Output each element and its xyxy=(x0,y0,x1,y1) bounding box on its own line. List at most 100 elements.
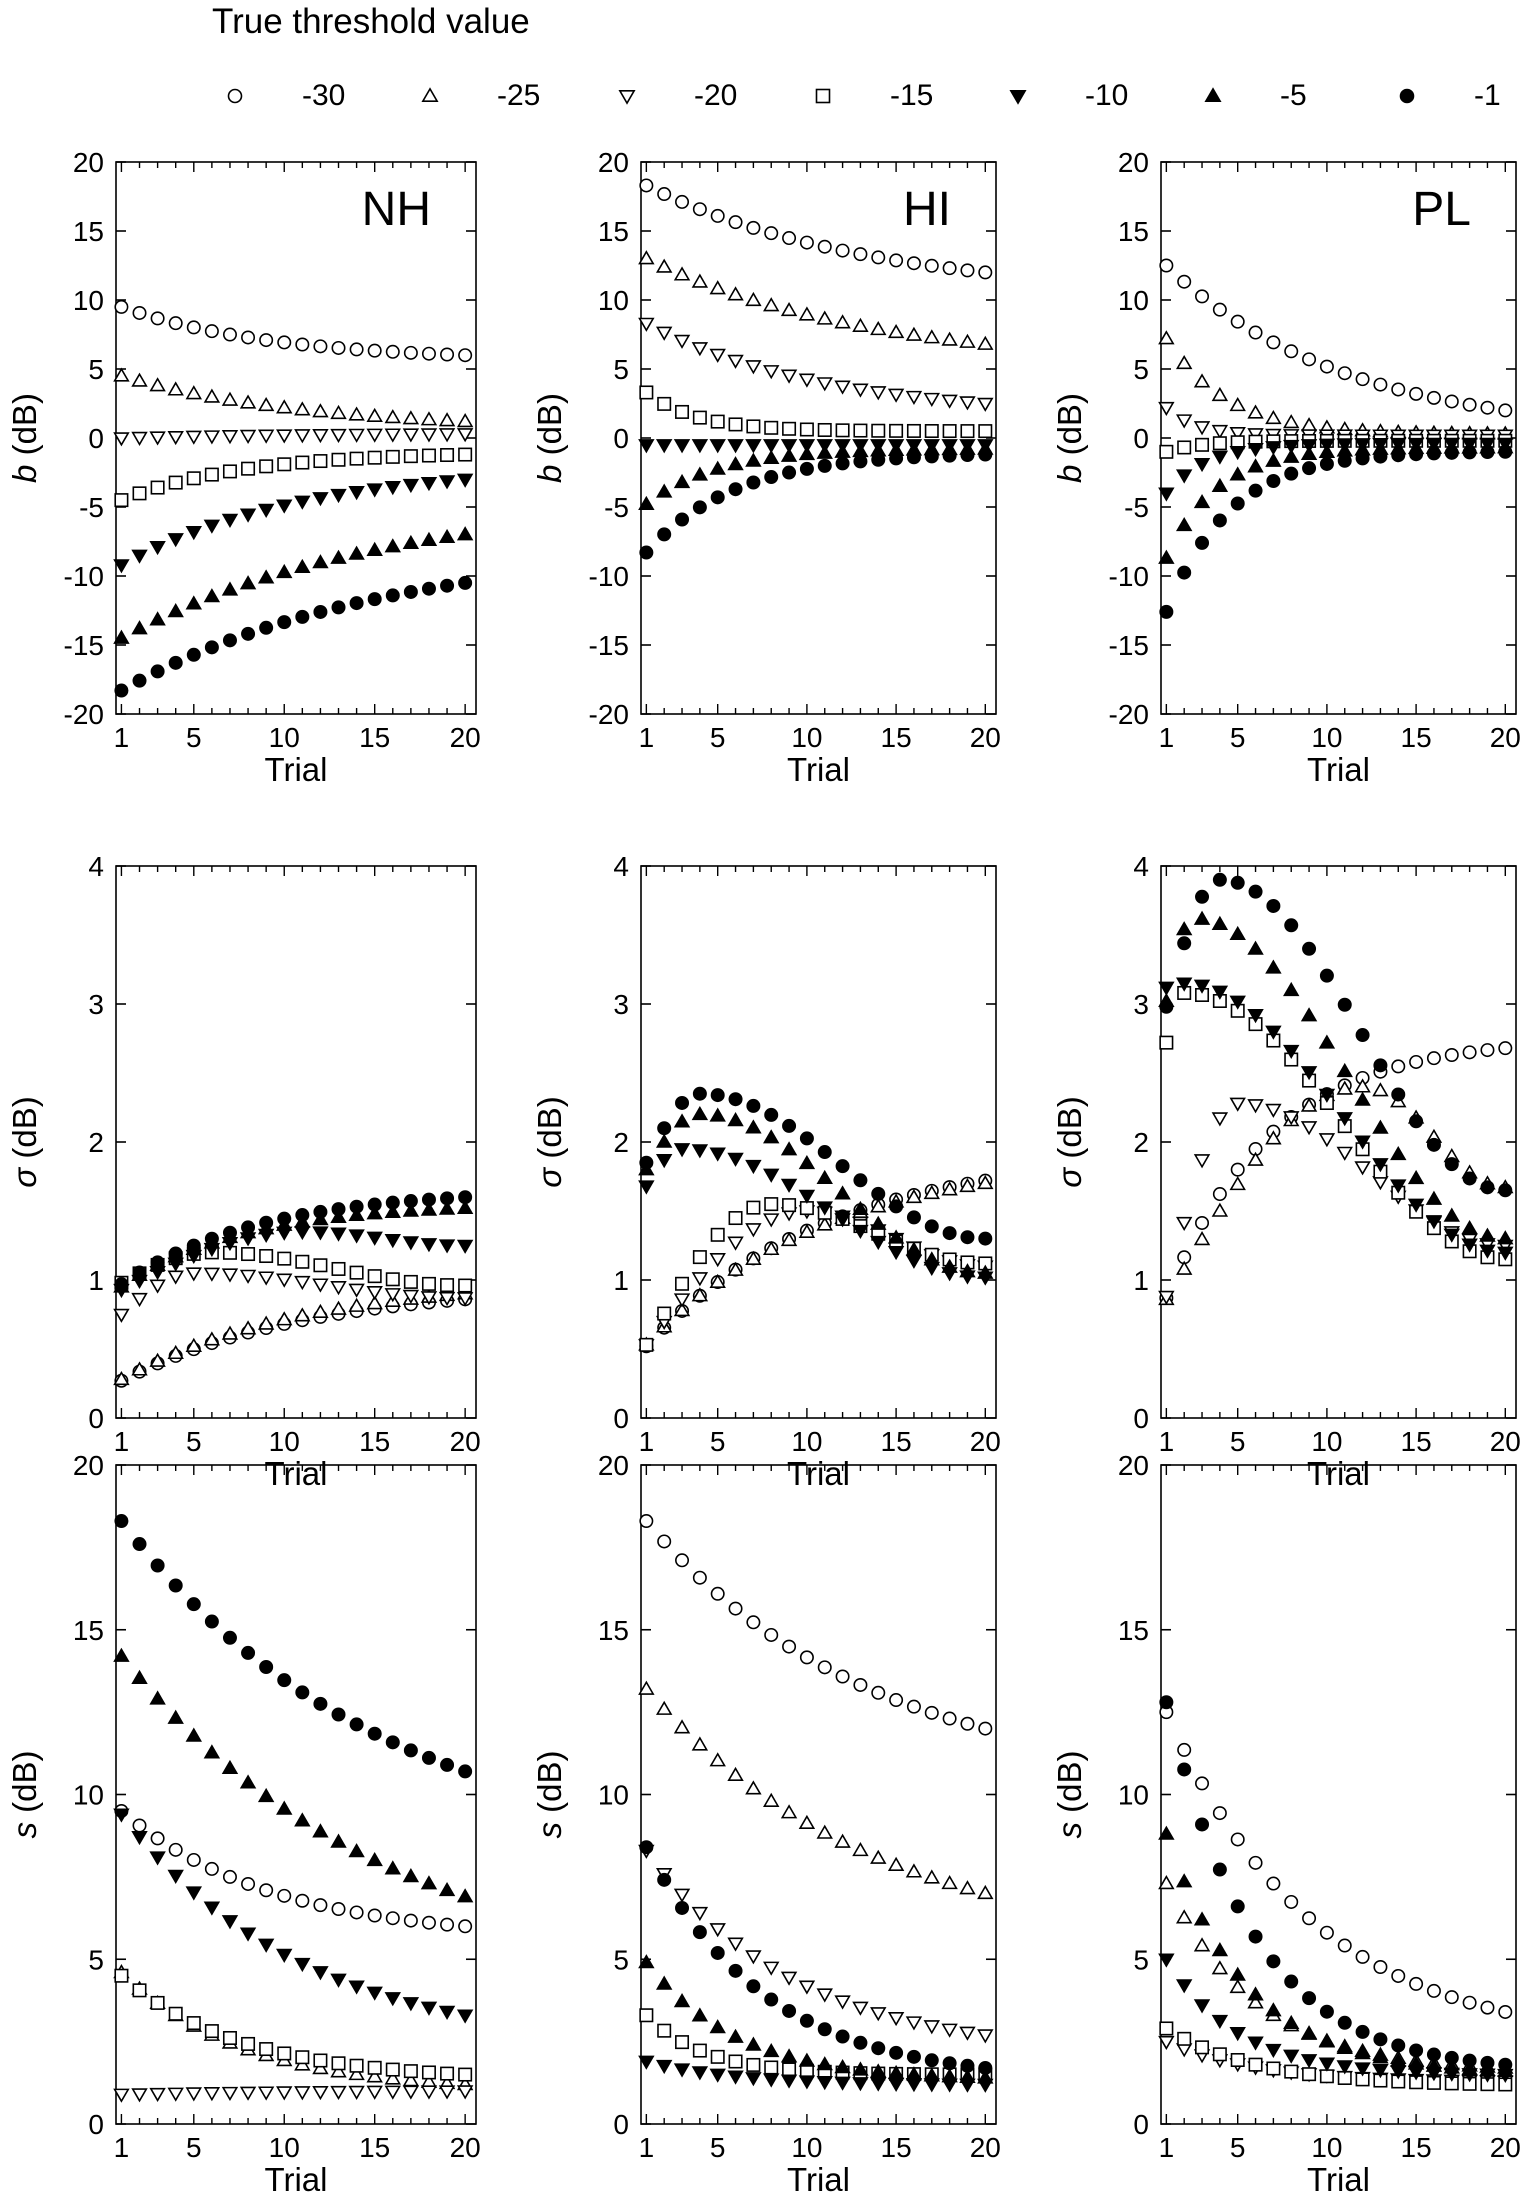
data-point xyxy=(331,340,346,355)
series xyxy=(1159,1695,1513,2072)
data-point xyxy=(798,1154,816,1170)
data-point xyxy=(1480,2055,1495,2070)
data-point xyxy=(1300,445,1318,460)
data-point xyxy=(402,1997,420,2012)
data-point xyxy=(438,475,456,490)
data-point xyxy=(348,1283,365,1298)
x-tick-label: 10 xyxy=(1311,722,1342,753)
series xyxy=(638,1143,994,1286)
data-point xyxy=(1372,2049,1389,2064)
data-point xyxy=(330,428,347,444)
y-tick-label: 15 xyxy=(598,1615,629,1646)
data-point xyxy=(834,1185,851,1200)
data-point xyxy=(1391,1059,1406,1074)
data-point xyxy=(1266,1876,1281,1891)
x-axis-label: Trial xyxy=(787,2161,850,2198)
data-point xyxy=(221,513,239,528)
data-point xyxy=(203,1267,221,1282)
data-point xyxy=(403,2064,418,2079)
data-point xyxy=(313,2053,328,2068)
data-point xyxy=(673,1719,691,1734)
data-point xyxy=(1283,439,1300,455)
data-point xyxy=(870,1849,887,1864)
data-point xyxy=(1159,444,1174,459)
data-point xyxy=(1354,2062,1371,2077)
data-point xyxy=(763,1792,780,1807)
data-point xyxy=(1283,1111,1300,1126)
data-point xyxy=(871,423,886,438)
data-point xyxy=(1497,1246,1514,1261)
data-point xyxy=(764,1107,779,1122)
data-point xyxy=(420,531,438,546)
y-tick-label: -15 xyxy=(589,630,629,661)
data-point xyxy=(1373,377,1388,392)
data-point xyxy=(149,611,166,626)
data-point xyxy=(458,2067,473,2082)
x-tick-label: 10 xyxy=(791,722,822,753)
data-point xyxy=(114,683,129,698)
data-point xyxy=(639,2008,654,2023)
legend-label: -15 xyxy=(890,79,934,112)
data-point xyxy=(367,450,382,465)
data-point xyxy=(942,448,957,463)
data-point xyxy=(312,1823,329,1838)
data-point xyxy=(1354,2045,1371,2060)
data-point xyxy=(259,1215,274,1230)
data-point xyxy=(710,414,725,429)
data-point xyxy=(798,1980,816,1995)
data-point xyxy=(204,1614,219,1629)
data-point xyxy=(817,422,832,437)
y-tick-label: -20 xyxy=(1109,699,1149,730)
data-point xyxy=(639,178,654,193)
data-point xyxy=(728,2054,743,2069)
data-point xyxy=(221,2086,239,2102)
data-point xyxy=(295,337,310,352)
data-point xyxy=(835,2029,850,2044)
data-point xyxy=(798,373,816,388)
x-axis-label: Trial xyxy=(1307,751,1370,788)
series xyxy=(639,1514,993,1736)
data-point xyxy=(1302,941,1317,956)
data-point xyxy=(203,430,221,445)
data-point xyxy=(257,503,275,518)
x-tick-label: 5 xyxy=(186,722,202,753)
data-point xyxy=(1229,1978,1246,1994)
series xyxy=(639,178,993,280)
data-point xyxy=(438,2085,456,2100)
y-tick-label: 20 xyxy=(598,1450,629,1481)
data-point xyxy=(1175,1873,1193,1888)
data-point xyxy=(1211,1942,1229,1957)
data-point xyxy=(366,1986,383,2001)
data-point xyxy=(331,1707,346,1722)
data-point xyxy=(1409,2043,1424,2058)
data-point xyxy=(1283,2014,1300,2030)
data-point xyxy=(1247,1099,1264,1114)
data-point xyxy=(1302,2067,1317,2082)
data-point xyxy=(905,1241,923,1256)
data-point xyxy=(709,439,726,454)
x-tick-label: 10 xyxy=(269,722,300,753)
data-point xyxy=(185,1267,202,1282)
data-point xyxy=(941,1181,958,1196)
data-point xyxy=(1444,1990,1459,2005)
data-point xyxy=(241,2036,256,2051)
data-point xyxy=(852,1842,869,1857)
data-point xyxy=(420,1201,438,1216)
data-point xyxy=(905,326,923,341)
data-point xyxy=(1426,1137,1441,1152)
y-axis-unit: (dB) xyxy=(1051,1096,1088,1168)
data-point xyxy=(727,439,744,454)
series xyxy=(1159,2021,1513,2092)
series xyxy=(638,2055,994,2093)
data-point xyxy=(816,1201,833,1216)
data-point xyxy=(675,2035,690,2050)
data-point xyxy=(1498,403,1513,418)
x-tick-label: 15 xyxy=(359,722,390,753)
data-point xyxy=(959,1880,976,1895)
series xyxy=(114,575,473,698)
data-point xyxy=(657,1306,672,1321)
data-point xyxy=(834,2059,851,2074)
y-axis-unit: (dB) xyxy=(531,1750,568,1822)
y-tick-label: -5 xyxy=(79,492,104,523)
legend-label: -20 xyxy=(694,79,738,112)
